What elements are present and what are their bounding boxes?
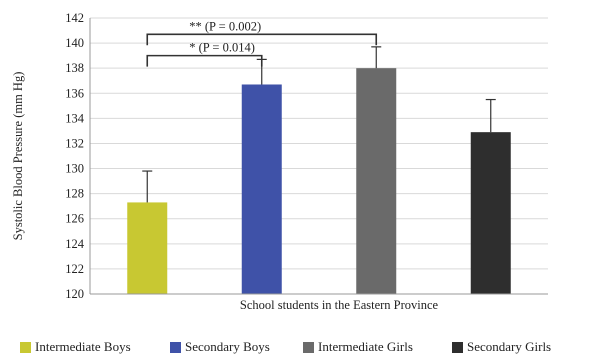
legend-item: Secondary Girls — [452, 335, 551, 359]
significance-bracket — [146, 54, 263, 67]
legend-label: Intermediate Boys — [35, 339, 131, 354]
bars — [127, 68, 511, 294]
legend-swatch — [170, 341, 181, 353]
y-tick-label: 130 — [65, 162, 84, 176]
legend-swatch — [303, 341, 314, 353]
significance-annotations: * (P = 0.014) ** (P = 0.002) — [146, 19, 378, 67]
y-tick-label: 122 — [65, 262, 84, 276]
legend-item: Secondary Boys — [170, 335, 270, 359]
bar — [127, 202, 168, 294]
y-tick-label: 132 — [65, 136, 84, 150]
y-tick-label: 142 — [65, 11, 84, 25]
legend-swatch — [20, 341, 31, 353]
legend-item: Intermediate Boys — [20, 335, 131, 359]
significance-label: ** (P = 0.002) — [189, 19, 261, 33]
y-tick-label: 140 — [65, 36, 84, 50]
y-tick-label: 134 — [65, 111, 85, 125]
significance-label: * (P = 0.014) — [189, 41, 255, 55]
bar — [241, 84, 282, 294]
legend-swatch — [452, 341, 463, 353]
legend-label: Intermediate Girls — [318, 339, 413, 354]
legend-label: Secondary Boys — [185, 339, 270, 354]
legend-item: Intermediate Girls — [303, 335, 413, 359]
legend-label: Secondary Girls — [467, 339, 552, 354]
significance-bracket — [146, 33, 378, 46]
legend: Intermediate Boys Secondary Boys Intermedi… — [20, 335, 590, 359]
y-axis-ticks: 120 122 124 126 128 130 132 134 136 138 140 142 — [65, 11, 85, 301]
bar — [356, 68, 397, 294]
y-tick-label: 124 — [65, 237, 85, 251]
y-tick-label: 120 — [65, 287, 84, 301]
y-tick-label: 128 — [65, 187, 84, 201]
y-tick-label: 126 — [65, 212, 84, 226]
y-tick-label: 138 — [65, 61, 84, 75]
y-axis-label: Systolic Blood Pressure (mm Hg) — [11, 72, 25, 241]
x-axis-label: School students in the Eastern Province — [240, 298, 439, 312]
error-bars — [142, 46, 496, 203]
bar — [470, 132, 511, 294]
bar-chart: 120 122 124 126 128 130 132 134 136 138 140 142 * (… — [11, 11, 548, 312]
y-tick-label: 136 — [65, 86, 84, 100]
